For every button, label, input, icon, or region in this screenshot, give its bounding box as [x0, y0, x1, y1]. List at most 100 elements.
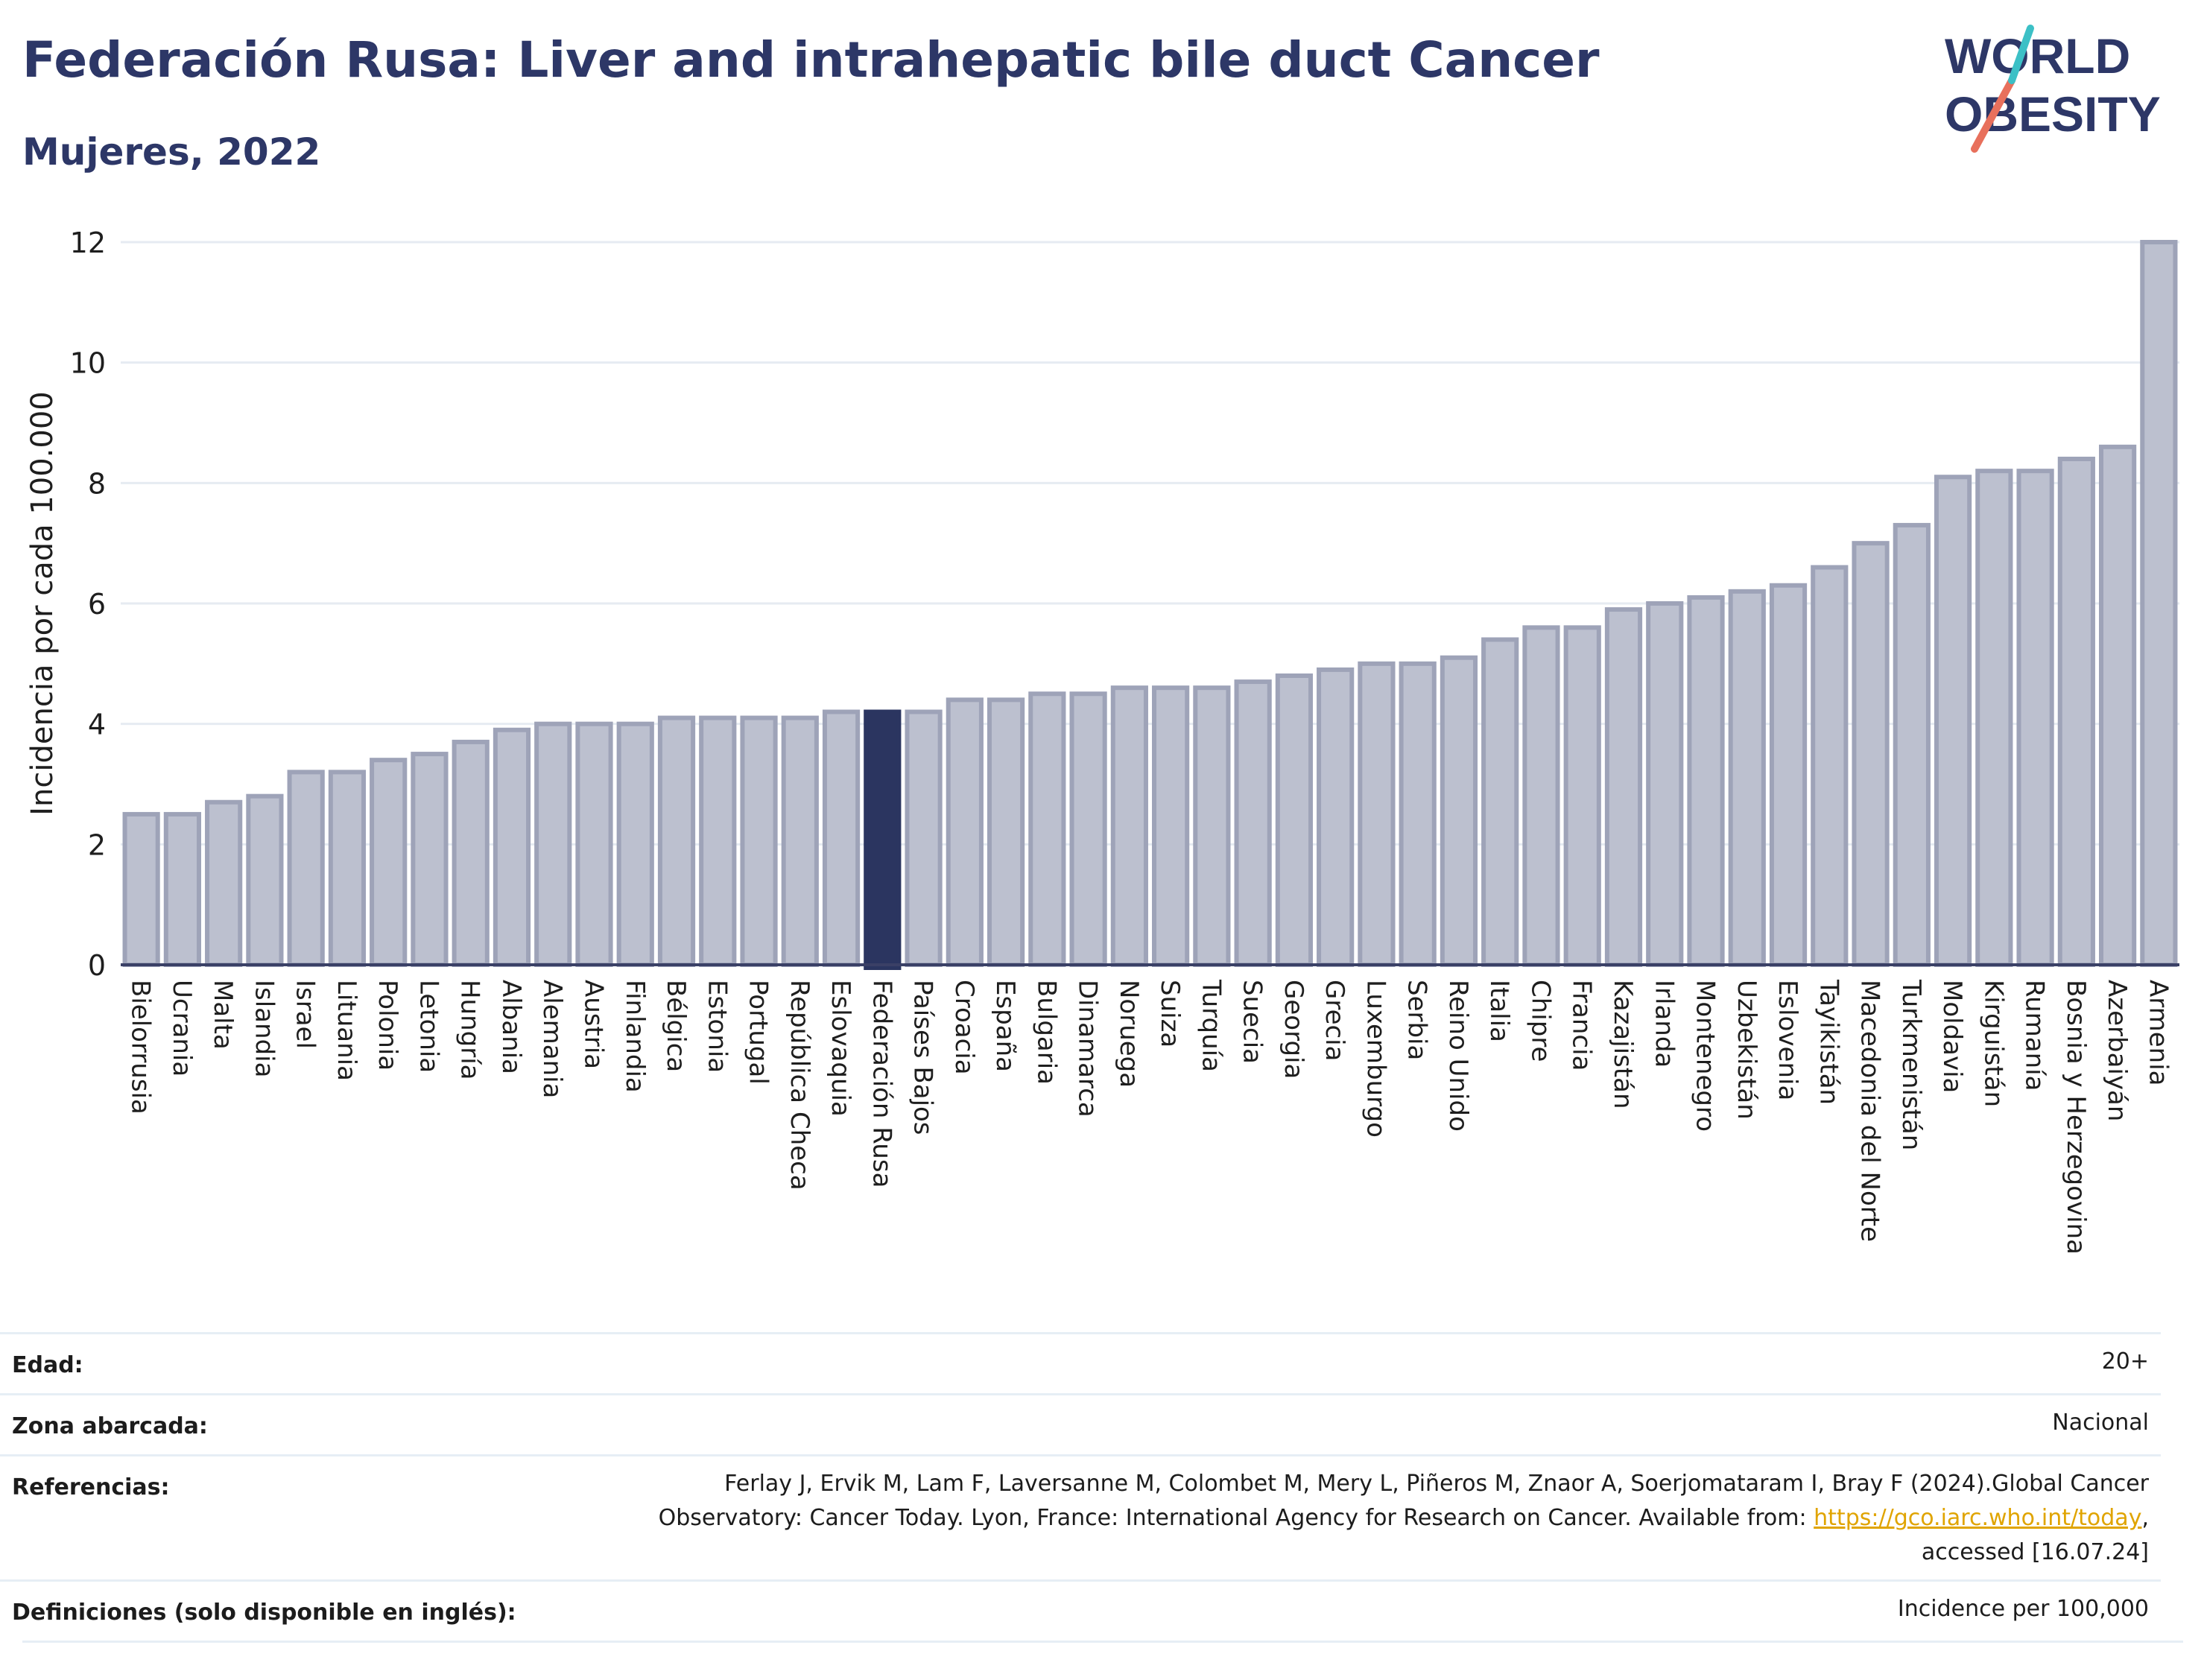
x-tick-label: Serbia [1402, 980, 1432, 1060]
bar [575, 721, 613, 968]
references-line1: Ferlay J, Ervik M, Lam F, Laversanne M, … [724, 1471, 2149, 1497]
chart-subtitle: Mujeres, 2022 [22, 130, 321, 174]
y-tick-label: 12 [70, 226, 106, 259]
x-tick-label: Irlanda [1649, 980, 1679, 1068]
x-tick-label: Grecia [1320, 980, 1349, 1061]
bar [1893, 522, 1931, 967]
bar [1563, 625, 1601, 967]
references-line2-end: , [2141, 1505, 2149, 1531]
bar [905, 709, 943, 967]
bar [411, 752, 449, 967]
x-tick-label: Armenia [2143, 980, 2173, 1086]
bar [1481, 637, 1519, 967]
x-tick-label: Lituania [332, 980, 361, 1081]
x-tick-label: Luxemburgo [1361, 980, 1390, 1138]
x-tick-label: Azerbaiyán [2102, 980, 2132, 1121]
x-tick-label: Albania [496, 980, 526, 1074]
x-tick-label: Tayikistán [1814, 979, 1843, 1105]
x-tick-label: Finlandia [620, 980, 650, 1093]
bar [1440, 655, 1478, 967]
bar [122, 811, 160, 967]
y-tick-labels: 0 2 4 6 8 10 12 [70, 226, 106, 982]
bar [1317, 667, 1355, 968]
y-tick-label: 6 [88, 588, 106, 621]
bar [657, 715, 696, 967]
x-tick-label: Dinamarca [1073, 980, 1103, 1118]
x-tick-label: Alemania [537, 980, 567, 1098]
area-label: Zona abarcada: [12, 1413, 208, 1439]
bar [328, 770, 367, 968]
bar [781, 715, 819, 967]
references-link[interactable]: https://gco.iarc.who.int/today [1814, 1505, 2142, 1531]
x-tick-label: Ucrania [167, 980, 197, 1077]
definitions-value: Incidence per 100,000 [1897, 1596, 2149, 1622]
world-obesity-logo: WORLD OBESITY [1945, 25, 2161, 153]
x-tick-label: Chipre [1525, 980, 1555, 1062]
references-line2-text: Observatory: Cancer Today. Lyon, France:… [658, 1505, 1814, 1531]
bar [987, 697, 1025, 967]
meta-row-references: Referencias: Ferlay J, Ervik M, Lam F, L… [0, 1454, 2161, 1580]
x-tick-labels: Bielorrusia Ucrania Malta Islandia Israel Lit… [126, 979, 2173, 1255]
bar [1811, 565, 1849, 967]
age-value: 20+ [2101, 1348, 2149, 1375]
bar [1604, 607, 1643, 967]
x-tick-label: Estonia [702, 980, 732, 1073]
bar [205, 799, 243, 967]
x-tick-label: Islandia [249, 980, 279, 1077]
bar [1852, 541, 1890, 967]
x-tick-label: Austria [578, 980, 608, 1069]
x-tick-label: Suiza [1155, 980, 1185, 1047]
x-tick-label: Israel [291, 980, 320, 1049]
x-tick-label: Bulgaria [1031, 980, 1061, 1085]
x-tick-label: España [990, 980, 1020, 1072]
bar [246, 793, 284, 967]
bar [1728, 589, 1766, 967]
x-tick-label: Reino Unido [1443, 980, 1473, 1132]
y-tick-label: 4 [88, 709, 106, 741]
bar [2140, 240, 2178, 967]
y-tick-label: 0 [88, 949, 106, 982]
x-tick-label: Bosnia y Herzegovina [2061, 980, 2091, 1255]
x-tick-label: Croacia [949, 980, 979, 1075]
bar [1028, 691, 1066, 967]
age-label: Edad: [12, 1352, 83, 1378]
logo-line1: WORLD [1945, 28, 2130, 83]
x-tick-label: Noruega [1114, 980, 1144, 1088]
meta-row-area: Zona abarcada: Nacional [0, 1393, 2161, 1455]
x-tick-label: Bélgica [661, 980, 691, 1072]
bar [2057, 457, 2095, 967]
x-tick-label: Italia [1484, 980, 1514, 1042]
bar [2016, 469, 2054, 967]
bar [1522, 625, 1560, 967]
x-tick-label: Francia [1567, 980, 1597, 1071]
bar [1399, 661, 1437, 967]
bar [287, 770, 325, 968]
definitions-label: Definiciones (solo disponible en inglés)… [12, 1600, 516, 1626]
bar [163, 811, 201, 967]
meta-bottom-border [22, 1641, 2183, 1643]
bar [2099, 444, 2137, 967]
bar [370, 758, 408, 968]
x-tick-label: Georgia [1279, 980, 1308, 1079]
x-tick-label: Malta [208, 980, 238, 1050]
x-tick-label: Portugal [744, 980, 773, 1085]
x-tick-label: Polonia [373, 980, 402, 1071]
bar [1646, 601, 1684, 967]
x-tick-label: Montenegro [1691, 980, 1720, 1132]
meta-row-age: Edad: 20+ [0, 1332, 2161, 1394]
x-tick-label: Uzbekistán [1732, 980, 1761, 1120]
x-tick-label: Letonia [414, 980, 443, 1073]
bar [1769, 583, 1808, 967]
bar [1687, 595, 1725, 968]
bar [534, 721, 572, 968]
bar [1193, 685, 1231, 968]
bar [1275, 673, 1314, 967]
references-value: Ferlay J, Ervik M, Lam F, Laversanne M, … [510, 1467, 2149, 1570]
bar [616, 721, 654, 968]
y-tick-label: 10 [70, 347, 106, 380]
bar [822, 709, 861, 967]
y-tick-label: 8 [88, 467, 106, 500]
x-tick-label: Rumanía [2020, 980, 2050, 1091]
bar [699, 715, 737, 967]
x-tick-label: Eslovaquia [826, 980, 855, 1117]
